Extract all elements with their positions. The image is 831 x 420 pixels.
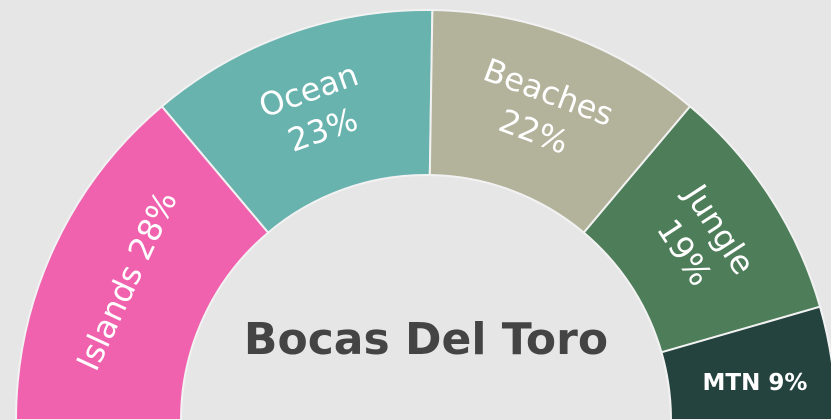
category-label: MTN — [703, 370, 761, 396]
segment — [14, 104, 270, 420]
chart-title: Bocas Del Toro — [244, 314, 608, 365]
segment-label: MTN 9% — [703, 370, 808, 396]
value-label: 9% — [768, 370, 807, 396]
segments — [14, 9, 831, 420]
segment — [660, 305, 831, 420]
